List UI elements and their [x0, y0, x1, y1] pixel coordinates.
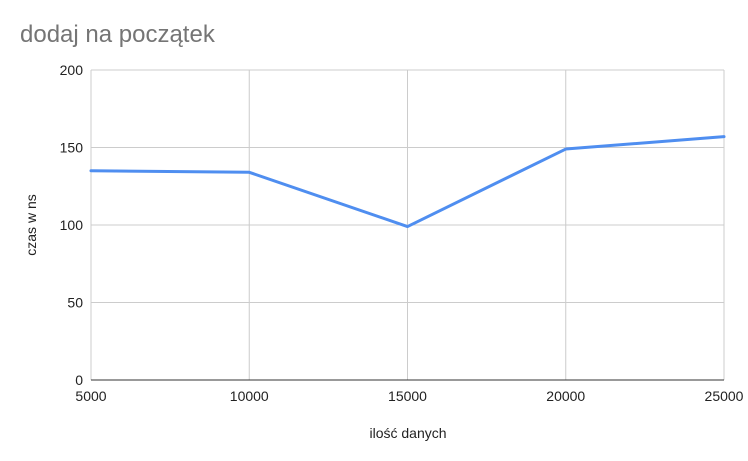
y-axis-title: czas w ns: [23, 194, 39, 255]
x-tick-label: 25000: [705, 388, 744, 404]
x-axis-ticks: 5000 10000 15000 20000 25000: [75, 388, 743, 404]
y-tick-label: 150: [60, 140, 84, 156]
x-axis-title: ilość danych: [369, 425, 446, 441]
x-tick-label: 5000: [75, 388, 106, 404]
y-tick-label: 0: [75, 372, 83, 388]
grid-lines: [90, 69, 725, 380]
series-group: [89, 135, 726, 229]
x-tick-label: 15000: [388, 388, 427, 404]
series-line: [89, 135, 726, 229]
y-axis-ticks: 0 50 100 150 200: [60, 62, 84, 388]
x-tick-label: 10000: [230, 388, 269, 404]
y-tick-label: 200: [60, 62, 84, 78]
y-tick-label: 100: [60, 217, 84, 233]
chart-title: dodaj na początek: [20, 21, 216, 48]
x-tick-label: 20000: [546, 388, 585, 404]
y-tick-label: 50: [67, 295, 83, 311]
